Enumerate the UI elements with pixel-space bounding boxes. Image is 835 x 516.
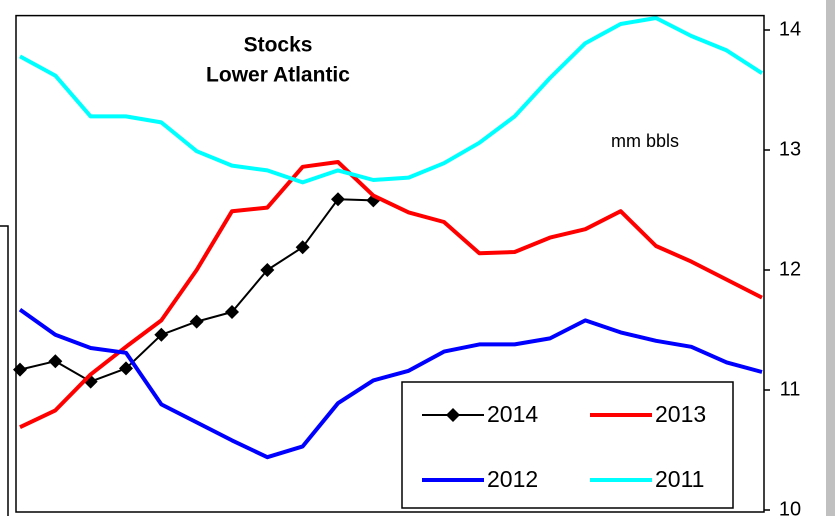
series-marker [189, 314, 204, 329]
y-tick-label: 14 [779, 18, 801, 40]
series-marker [331, 192, 345, 207]
legend-label: 2014 [487, 401, 538, 427]
legend-label: 2013 [655, 401, 706, 427]
series-line [19, 160, 763, 430]
series-marker [119, 361, 133, 376]
plot-area [13, 16, 764, 460]
series-line [19, 16, 764, 185]
adjacent-chart-edge [0, 225, 9, 516]
legend-marker [446, 408, 460, 422]
series-marker [260, 263, 275, 277]
legend [401, 381, 734, 509]
chart-title: Stocks [244, 34, 313, 57]
y-tick-label: 10 [779, 498, 801, 516]
y-tick-label: 13 [779, 138, 801, 160]
frame [15, 14, 770, 513]
plot-border [15, 14, 765, 513]
chart-title: Lower Atlantic [206, 64, 350, 87]
legend-label: 2012 [487, 466, 538, 492]
window-edge [826, 0, 835, 516]
series-marker [154, 327, 169, 342]
unit-annotation: mm bbls [611, 131, 679, 151]
legend-label: 2011 [655, 466, 704, 492]
series-line [18, 307, 763, 460]
series-marker [48, 354, 63, 369]
series-marker [295, 240, 310, 255]
y-tick-label: 12 [779, 258, 801, 280]
y-tick-label: 11 [780, 378, 801, 400]
series-marker [225, 305, 239, 319]
